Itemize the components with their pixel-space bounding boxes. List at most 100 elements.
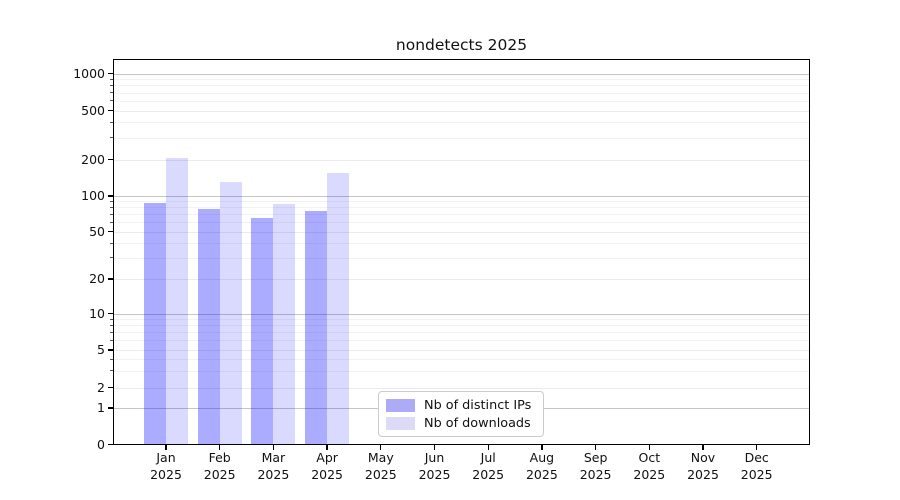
y-axis-minor-tick (110, 242, 113, 244)
x-axis-tick (219, 445, 221, 450)
y-axis-minor-tick (110, 78, 113, 80)
y-axis-minor-tick (110, 206, 113, 208)
x-axis-tick (272, 445, 275, 450)
year-label: 2025 (472, 467, 505, 482)
gridline (113, 73, 810, 75)
x-axis-tick (165, 445, 167, 450)
gridline-minor (113, 340, 810, 342)
bar-downloads (273, 203, 296, 445)
y-axis-minor-tick (110, 213, 113, 215)
month-label: Jul (480, 450, 496, 465)
y-axis-minor-tick (110, 221, 113, 223)
y-axis-tick-label: 2 (97, 379, 105, 395)
legend-item-distinct-ips: Nb of distinct IPs (386, 398, 534, 413)
gridline (113, 196, 810, 197)
x-axis-tick-label: Jul 2025 (472, 449, 504, 483)
gridline-minor (113, 85, 810, 87)
y-axis-minor-tick (110, 257, 113, 259)
y-axis-tick-label: 500 (81, 102, 105, 118)
y-axis-minor-tick (110, 358, 113, 360)
gridline-minor (113, 257, 810, 259)
gridline (113, 231, 810, 233)
month-label: Aug (529, 450, 555, 465)
year-label: 2025 (364, 467, 397, 482)
year-label: 2025 (311, 467, 343, 482)
year-label: 2025 (203, 467, 236, 482)
legend-swatch-distinct-ips (386, 399, 415, 412)
gridline-minor (113, 243, 810, 245)
x-axis-tick-label: Jun 2025 (419, 449, 451, 483)
x-axis-tick (380, 445, 382, 450)
plot-area (113, 59, 810, 445)
legend-item-downloads: Nb of downloads (386, 416, 534, 431)
legend: Nb of distinct IPs Nb of downloads (378, 391, 544, 437)
x-axis-tick-label: Aug 2025 (526, 449, 558, 483)
x-axis-tick-label: Oct 2025 (633, 449, 665, 483)
y-axis-tick (108, 278, 113, 280)
bar-distinct-ips (305, 211, 328, 445)
month-label: May (367, 450, 394, 465)
bar-distinct-ips (144, 202, 166, 445)
x-axis-tick-label: May 2025 (365, 449, 397, 483)
y-axis-minor-tick (110, 100, 113, 102)
gridline-minor (113, 122, 810, 124)
bar-distinct-ips (251, 218, 274, 445)
gridline-minor (113, 222, 810, 224)
x-axis-tick (756, 445, 758, 450)
gridline-minor (113, 359, 810, 361)
month-label: Feb (208, 450, 231, 465)
x-axis-tick (433, 445, 436, 450)
y-axis-tick-label: 200 (81, 151, 105, 167)
year-label: 2025 (740, 467, 773, 482)
x-axis-tick (541, 445, 543, 450)
gridline (113, 387, 810, 389)
month-label: Apr (316, 450, 338, 465)
year-label: 2025 (633, 467, 666, 482)
y-axis-minor-tick (110, 200, 113, 202)
year-label: 2025 (257, 467, 290, 482)
legend-swatch-downloads (386, 417, 415, 430)
y-axis-tick-label: 10 (89, 305, 105, 321)
gridline (113, 350, 810, 351)
gridline-minor (113, 325, 810, 327)
month-label: Nov (690, 450, 716, 465)
y-axis-tick (108, 407, 113, 409)
year-label: 2025 (579, 467, 612, 482)
y-axis-tick-label: 1000 (73, 65, 105, 81)
month-label: Mar (261, 450, 286, 465)
legend-label-downloads: Nb of downloads (424, 416, 531, 431)
y-axis-tick (108, 72, 113, 75)
y-axis-tick-label: 0 (97, 436, 105, 452)
year-label: 2025 (687, 467, 719, 482)
y-axis-tick (108, 349, 113, 351)
gridline (113, 110, 810, 112)
year-label: 2025 (418, 467, 451, 482)
y-axis-minor-tick (110, 318, 113, 320)
year-label: 2025 (150, 467, 182, 482)
x-axis-tick (594, 445, 597, 450)
gridline-minor (113, 332, 810, 334)
x-axis-tick (702, 445, 704, 450)
x-axis-tick-label: Jan 2025 (150, 449, 182, 483)
y-axis-minor-tick (110, 370, 113, 372)
y-axis-tick (108, 386, 113, 389)
chart-title: nondetects 2025 (395, 36, 528, 54)
x-axis-tick-label: Feb 2025 (204, 449, 236, 483)
y-axis-tick-label: 100 (81, 187, 105, 203)
y-axis-minor-tick (110, 92, 113, 94)
month-label: Sep (583, 450, 608, 465)
month-label: Jun (424, 450, 445, 465)
gridline-minor (113, 201, 810, 203)
y-axis-tick-label: 1 (97, 399, 105, 415)
gridline-minor (113, 100, 810, 102)
month-label: Jan (156, 450, 176, 465)
x-axis-tick-label: Apr 2025 (311, 449, 343, 483)
y-axis-minor-tick (110, 331, 113, 333)
y-axis-tick (108, 158, 113, 161)
bar-downloads (219, 181, 242, 445)
gridline-minor (113, 370, 810, 372)
month-label: Oct (638, 450, 661, 465)
y-axis-tick-label: 20 (89, 270, 105, 286)
y-axis-minor-tick (110, 84, 113, 86)
